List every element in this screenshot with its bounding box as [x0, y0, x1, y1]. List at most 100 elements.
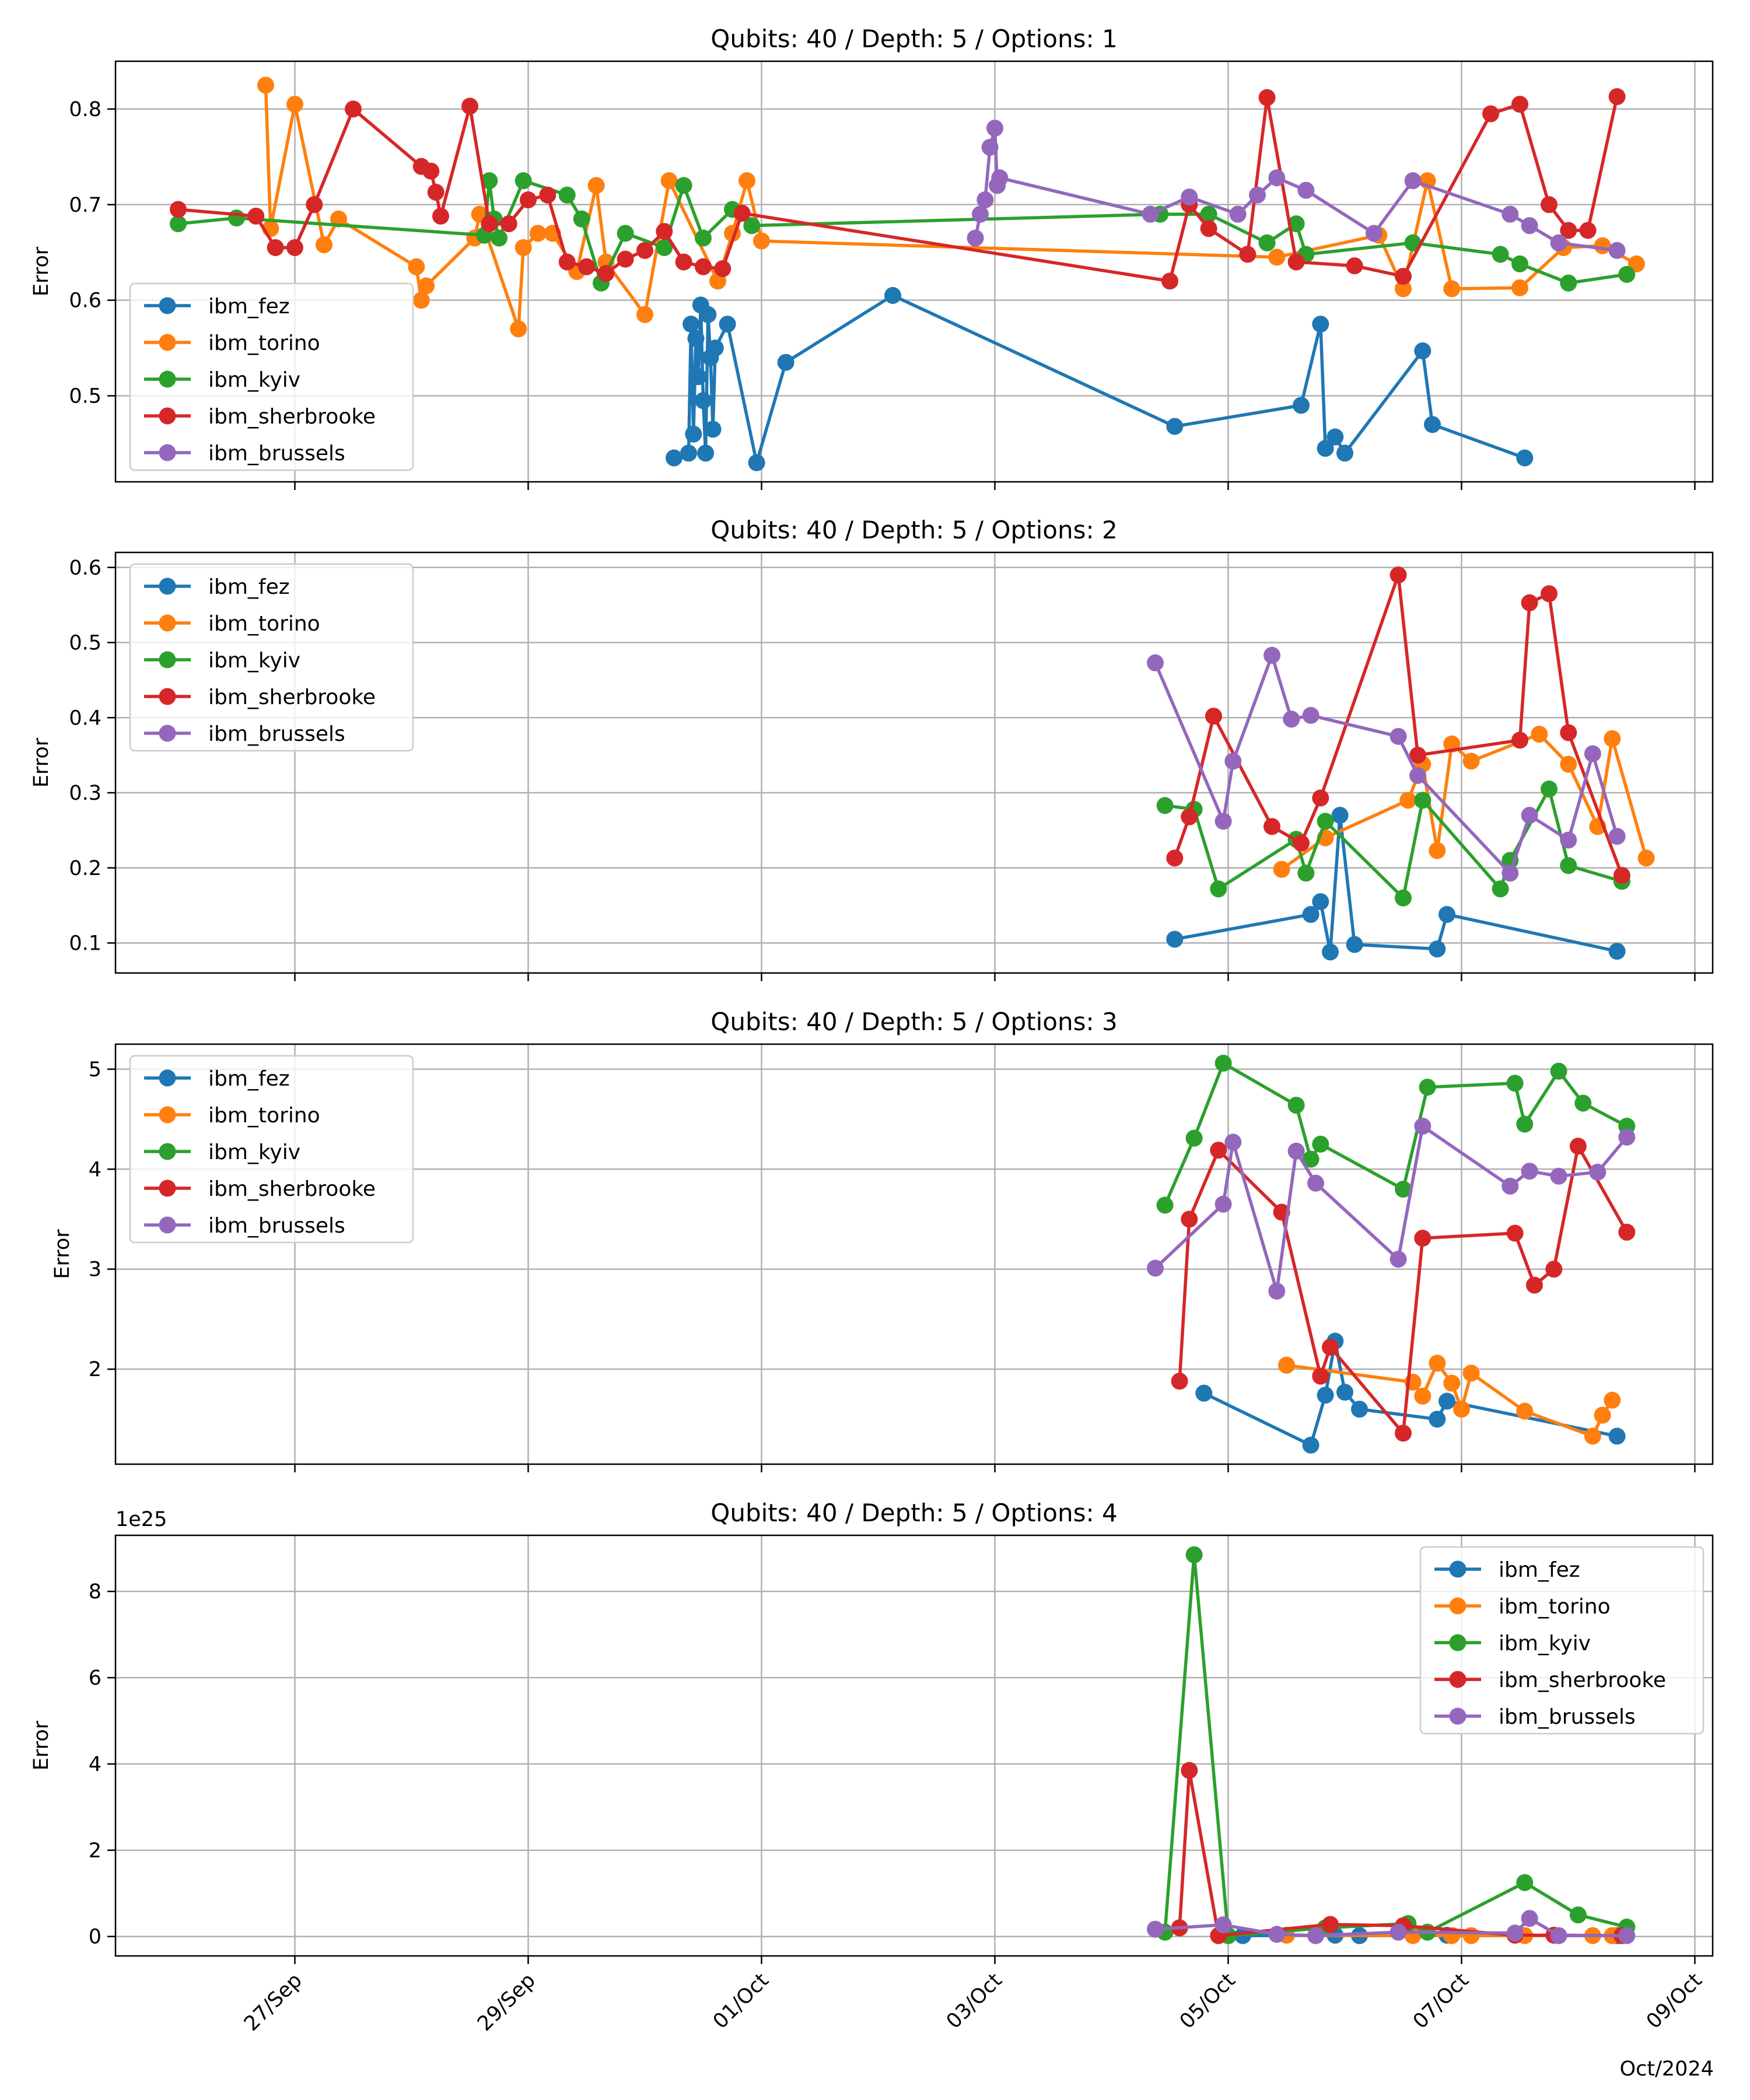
data-point	[1147, 1920, 1164, 1938]
data-point	[884, 287, 901, 304]
data-point	[1156, 797, 1174, 814]
series-ibm_fez	[1195, 1332, 1626, 1454]
data-point	[1560, 755, 1577, 773]
data-point	[1229, 205, 1247, 223]
legend-label: ibm_brussels	[208, 722, 345, 746]
data-point	[1560, 857, 1577, 874]
data-point	[1336, 1384, 1353, 1401]
data-point	[529, 225, 547, 242]
data-point	[1608, 88, 1626, 106]
legend-label: ibm_brussels	[208, 442, 345, 466]
data-point	[1214, 1195, 1232, 1213]
axes-frame	[114, 1043, 1714, 1465]
data-point	[1322, 1916, 1339, 1933]
legend-label: ibm_torino	[208, 1104, 320, 1128]
data-point	[1283, 710, 1300, 728]
data-point	[1147, 654, 1164, 671]
data-point	[1521, 594, 1538, 611]
data-point	[1287, 1142, 1305, 1160]
date-axis-offset-label: Oct/2024	[1620, 2057, 1714, 2081]
data-point	[1200, 220, 1217, 237]
data-point	[738, 172, 755, 190]
data-point	[1336, 444, 1353, 462]
data-point	[316, 236, 332, 254]
data-point	[1404, 234, 1422, 251]
legend-marker	[1449, 1707, 1466, 1725]
data-point	[675, 253, 692, 271]
legend-marker	[159, 407, 176, 425]
data-point	[1429, 940, 1446, 958]
subplot-title: Qubits: 40 / Depth: 5 / Options: 3	[710, 1007, 1117, 1036]
data-point	[1594, 237, 1611, 254]
data-point	[1287, 215, 1305, 233]
data-point	[1181, 1762, 1198, 1779]
data-point	[491, 229, 508, 247]
data-point	[675, 177, 692, 194]
data-point	[306, 196, 323, 214]
data-point	[1214, 813, 1232, 830]
data-point	[1147, 1259, 1164, 1277]
data-point	[680, 444, 697, 462]
data-point	[1302, 1150, 1320, 1168]
data-point	[1438, 1392, 1455, 1410]
data-point	[1516, 1115, 1534, 1133]
data-point	[345, 100, 362, 118]
subplot-2: 0.1 0.2 0.3 0.4 0.5 0.6 Qubits: 40 / Depth: 5 …	[30, 516, 1714, 981]
data-point	[1511, 96, 1528, 113]
data-point	[1302, 706, 1320, 724]
data-point	[1346, 936, 1363, 953]
legend-marker	[159, 1106, 176, 1124]
data-point	[1429, 1410, 1446, 1428]
data-point	[1156, 1196, 1174, 1214]
legend-label: ibm_torino	[208, 612, 320, 636]
data-point	[1482, 105, 1499, 123]
data-point	[1414, 792, 1432, 809]
data-point	[977, 191, 994, 209]
data-point	[1560, 222, 1577, 239]
y-tick-label: 4	[89, 1158, 102, 1181]
data-point	[1322, 1338, 1339, 1356]
data-point	[1161, 272, 1178, 290]
data-point	[514, 239, 532, 256]
data-point	[1589, 1163, 1606, 1181]
y-tick-label: 0.3	[69, 782, 102, 805]
data-point	[500, 215, 517, 233]
legend-marker	[159, 578, 176, 595]
series-ibm_torino	[1278, 1354, 1621, 1445]
data-point	[1618, 1128, 1636, 1146]
data-point	[1438, 906, 1455, 923]
data-point	[267, 239, 284, 256]
y-tick-label: 3	[89, 1258, 102, 1282]
series-ibm_brussels	[1147, 1118, 1636, 1300]
data-point	[1399, 792, 1417, 809]
data-point	[573, 210, 590, 228]
y-tick-label: 8	[89, 1580, 102, 1604]
data-point	[1414, 342, 1432, 359]
data-point	[687, 330, 705, 347]
data-point	[1366, 225, 1382, 242]
data-point	[697, 444, 715, 462]
legend-marker	[1449, 1634, 1466, 1651]
data-point	[1618, 1223, 1636, 1241]
data-point	[1390, 727, 1407, 745]
axes-frame	[114, 60, 1714, 483]
data-point	[1502, 205, 1519, 223]
data-point	[1409, 766, 1426, 784]
data-point	[1419, 1079, 1436, 1096]
data-point	[656, 239, 673, 256]
data-point	[666, 449, 682, 467]
data-point	[1287, 253, 1305, 271]
data-point	[1453, 1401, 1470, 1418]
data-point	[1181, 808, 1198, 825]
y-tick-label: 0.6	[69, 289, 102, 313]
data-point	[1560, 724, 1577, 741]
data-point	[1584, 1427, 1601, 1445]
data-point	[1594, 1406, 1611, 1424]
series-ibm_brussels	[967, 120, 1626, 259]
data-point	[1521, 807, 1538, 824]
data-point	[1307, 1927, 1324, 1944]
legend-marker	[159, 1180, 176, 1197]
data-point	[597, 265, 615, 282]
data-point	[1608, 242, 1626, 259]
data-point	[1414, 1230, 1432, 1247]
